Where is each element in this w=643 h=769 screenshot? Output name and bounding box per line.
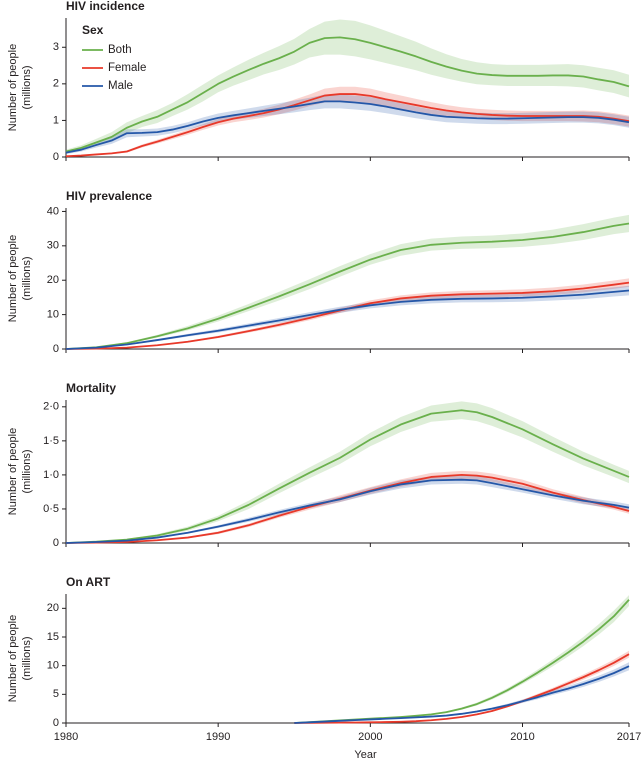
y-tick-label: 30 <box>47 240 59 252</box>
y-tick-label: 2 <box>53 78 59 90</box>
band-male <box>66 94 629 155</box>
y-axis-title: (millions) <box>21 257 33 301</box>
line-male <box>65 289 630 350</box>
line-both <box>65 409 630 544</box>
y-tick-label: 1 <box>53 114 59 126</box>
y-tick-label: 0 <box>53 151 59 163</box>
panel-title: HIV incidence <box>66 0 145 13</box>
y-axis-title: (millions) <box>21 66 33 110</box>
y-axis-title: Number of people <box>7 615 19 702</box>
y-axis-title: Number of people <box>7 235 19 322</box>
line-both <box>65 222 630 350</box>
x-tick-label: 2000 <box>358 731 382 743</box>
panel-2: Mortality Number of people (millions) 0 0·5 1… <box>7 381 630 549</box>
y-tick-label: 1·5 <box>43 435 59 447</box>
legend-title: Sex <box>82 23 104 37</box>
band-male <box>294 662 629 723</box>
y-tick-label: 0 <box>53 343 59 355</box>
y-tick-label: 15 <box>47 631 59 643</box>
band-both <box>66 401 629 543</box>
panel-0: HIV incidence Number of people (millions) 0… <box>7 0 630 163</box>
legend-label: Both <box>108 44 132 56</box>
line-female <box>65 93 630 158</box>
band-male <box>66 475 629 543</box>
band-both <box>294 595 629 723</box>
legend-label: Male <box>108 80 133 92</box>
band-both <box>66 214 629 349</box>
line-male <box>294 665 630 724</box>
legend-label: Female <box>108 62 146 74</box>
line-female <box>294 653 630 724</box>
y-tick-label: 10 <box>47 660 59 672</box>
band-both <box>66 19 629 154</box>
x-tick-label: 1980 <box>54 731 78 743</box>
line-both <box>65 36 630 153</box>
y-tick-label: 20 <box>47 274 59 286</box>
y-tick-label: 0 <box>53 717 59 729</box>
y-tick-label: 3 <box>53 41 59 53</box>
line-male <box>65 478 630 544</box>
y-tick-label: 2·0 <box>43 401 59 413</box>
y-axis-title: Number of people <box>7 428 19 515</box>
y-tick-label: 20 <box>47 602 59 614</box>
panel-title: HIV prevalence <box>66 189 152 203</box>
panel-3: On ART Number of people (millions) 0 5 10 15 20… <box>7 575 641 743</box>
y-axis-title: (millions) <box>21 450 33 494</box>
y-axis-title: Number of people <box>7 44 19 131</box>
line-both <box>294 599 630 724</box>
x-axis-title: Year <box>354 749 377 761</box>
x-tick-label: 2010 <box>510 731 534 743</box>
band-female <box>66 470 629 543</box>
line-male <box>65 100 630 154</box>
band-female <box>66 86 629 157</box>
panel-title: Mortality <box>66 381 116 395</box>
legend: Sex Both Female Male <box>82 23 146 92</box>
x-tick-label: 1990 <box>206 731 230 743</box>
panel-1: HIV prevalence Number of people (millions)… <box>7 189 630 355</box>
y-tick-label: 5 <box>53 688 59 700</box>
band-female <box>66 278 629 349</box>
panel-title: On ART <box>66 575 111 589</box>
y-axis-title: (millions) <box>21 637 33 681</box>
line-female <box>65 474 630 544</box>
y-tick-label: 0 <box>53 537 59 549</box>
band-male <box>66 285 629 349</box>
y-tick-label: 1·0 <box>43 469 59 481</box>
y-tick-label: 40 <box>47 205 59 217</box>
y-tick-label: 10 <box>47 309 59 321</box>
x-tick-label: 2017 <box>617 731 641 743</box>
y-tick-label: 0·5 <box>43 503 59 515</box>
